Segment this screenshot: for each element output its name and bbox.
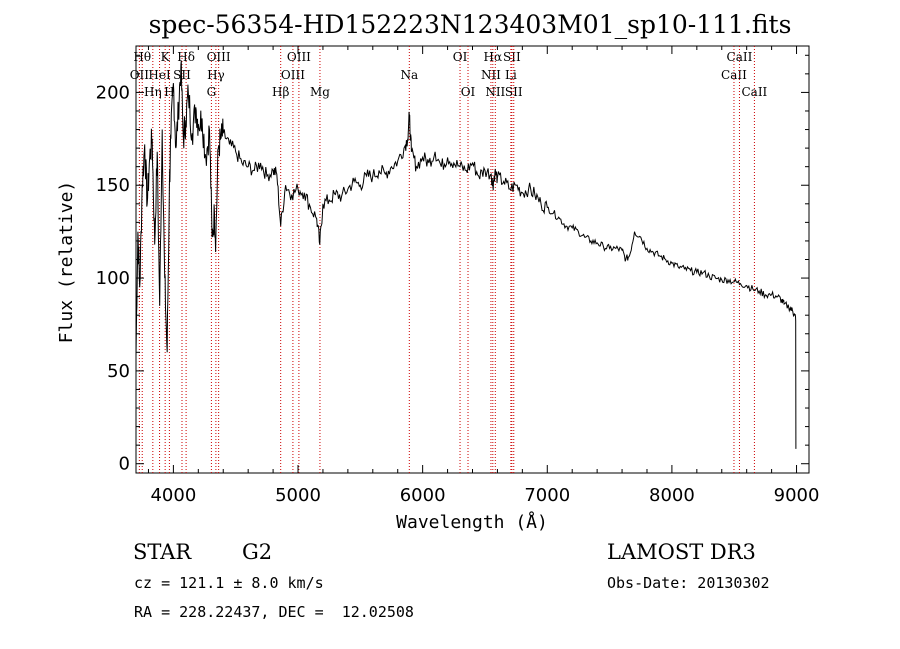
line-label: Hθ <box>133 50 151 64</box>
line-label: NII <box>481 68 501 82</box>
object-class: STAR <box>133 540 192 564</box>
y-tick-label: 100 <box>96 268 130 289</box>
line-label: Mg <box>310 85 330 99</box>
y-tick-label: 0 <box>119 454 130 475</box>
line-label: SII <box>503 50 521 64</box>
axis-ticks: 4000 5000 6000 7000 8000 9000 0 50 100 150 200 <box>96 46 820 506</box>
chart-title: spec-56354-HD152223N123403M01_sp10-111.f… <box>149 10 792 39</box>
y-tick-label: 150 <box>96 175 130 196</box>
x-tick-label: 4000 <box>150 485 196 506</box>
line-label: OIII <box>281 68 305 82</box>
line-label: SII <box>173 68 191 82</box>
plot-frame <box>135 45 810 474</box>
line-label: HeI <box>148 68 171 82</box>
spectral-line-markers: Hθ OII Hη HeI K H SII Hδ G Hγ OIII Hβ OIII OIII Mg Na OI… <box>130 46 768 473</box>
x-tick-label: 7000 <box>524 485 570 506</box>
line-label: CaII <box>721 68 747 82</box>
observation-date: Obs-Date: 20130302 <box>607 574 770 592</box>
line-label: K <box>161 50 171 64</box>
line-label: OI <box>453 50 468 64</box>
line-label: OI <box>461 85 476 99</box>
y-axis-label: Flux (relative) <box>56 181 77 344</box>
line-label: OIII <box>207 50 231 64</box>
line-label: CaII <box>727 50 753 64</box>
x-tick-label: 5000 <box>275 485 321 506</box>
x-axis-label: Wavelength (Å) <box>396 511 548 533</box>
object-subclass: G2 <box>242 540 273 564</box>
line-label: Hδ <box>177 50 195 64</box>
redshift-velocity: cz = 121.1 ± 8.0 km/s <box>134 574 324 592</box>
line-label: Na <box>400 68 418 82</box>
x-tick-label: 8000 <box>649 485 695 506</box>
line-label: G <box>207 85 217 99</box>
line-label: Li <box>505 68 517 82</box>
survey-name: LAMOST DR3 <box>607 540 756 564</box>
line-label: Hη <box>144 85 162 99</box>
coordinates: RA = 228.22437, DEC = 12.02508 <box>134 603 414 621</box>
line-label: CaII <box>741 85 767 99</box>
line-label: Hα <box>484 50 503 64</box>
y-tick-label: 200 <box>96 82 130 103</box>
line-label: Hγ <box>207 68 225 82</box>
spectrum-line <box>135 60 797 449</box>
line-label: OII <box>130 68 150 82</box>
x-tick-label: 9000 <box>774 485 820 506</box>
line-label: OIII <box>287 50 311 64</box>
line-label: Hβ <box>272 85 289 99</box>
y-tick-label: 50 <box>107 361 130 382</box>
line-label: H <box>164 85 174 99</box>
x-tick-label: 6000 <box>400 485 446 506</box>
line-label: NII <box>485 85 505 99</box>
line-label: SII <box>505 85 523 99</box>
